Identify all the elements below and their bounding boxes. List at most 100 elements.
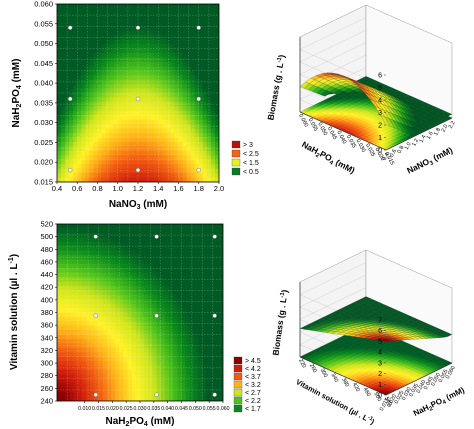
heatmap-cell [86, 378, 91, 384]
heatmap-cell [193, 316, 199, 322]
heatmap-cell [166, 4, 171, 9]
heatmap-cell [106, 347, 112, 353]
heatmap-cell [101, 93, 106, 98]
heatmap-cell [69, 75, 74, 81]
heatmap-cell [189, 299, 195, 305]
heatmap-cell [105, 52, 111, 58]
heatmap-cell [61, 75, 66, 81]
heatmap-cell [105, 8, 111, 14]
heatmap-cell [138, 141, 143, 147]
heatmap-cell [177, 308, 182, 313]
heatmap-cell [97, 115, 102, 121]
heatmap-cell [173, 387, 178, 393]
y-tick-label: 320 [40, 346, 53, 355]
heatmap-cell [113, 61, 119, 67]
heatmap-cell [110, 285, 116, 291]
heatmap-cell [206, 141, 212, 147]
heatmap-cell [90, 308, 95, 313]
heatmap-cell [206, 44, 212, 49]
heatmap-cell [210, 352, 216, 358]
heatmap-cell [131, 383, 137, 389]
heatmap-cell [169, 374, 174, 380]
heatmap-cell [210, 272, 216, 278]
heatmap-cell [86, 285, 91, 291]
heatmap-cell [138, 79, 143, 85]
heatmap-cell [94, 281, 99, 287]
y-tick-label: 420 [40, 283, 53, 292]
heatmap-cell [214, 93, 219, 98]
heatmap-cell [102, 277, 108, 282]
heatmap-cell [210, 110, 216, 116]
heatmap-cell [117, 155, 123, 161]
heatmap-cell [85, 75, 90, 81]
heatmap-cell [218, 246, 223, 251]
heatmap-cell [148, 370, 153, 375]
heatmap-cell [77, 177, 82, 182]
heatmap-cell [160, 383, 166, 389]
heatmap-cell [127, 370, 133, 375]
heatmap-cell [57, 35, 62, 40]
heatmap-cell [144, 285, 149, 291]
heatmap-cell [73, 378, 79, 384]
heatmap-cell [85, 84, 90, 89]
heatmap-cell [69, 141, 74, 147]
heatmap-cell [131, 303, 137, 309]
heatmap-cell [65, 52, 70, 58]
heatmap-cell [214, 285, 220, 291]
heatmap-cell [129, 133, 135, 138]
heatmap-cell [73, 299, 79, 305]
heatmap-cell [102, 272, 108, 278]
heatmap-cell [131, 281, 137, 287]
heatmap-cell [214, 246, 220, 251]
heatmap-cell [170, 164, 175, 170]
heatmap-cell [181, 290, 187, 296]
heatmap-cell [198, 330, 203, 336]
heatmap-cell [135, 325, 141, 331]
heatmap-cell [65, 44, 70, 49]
heatmap-cell [198, 387, 203, 393]
heatmap-cell [69, 361, 74, 366]
heatmap-cell [185, 325, 191, 331]
heatmap-cell [182, 146, 187, 152]
heatmap-cell [113, 66, 119, 72]
heatmap-cell [110, 294, 116, 300]
heatmap-cell [206, 88, 212, 94]
heatmap-cell [115, 334, 120, 340]
heatmap-cell [193, 285, 199, 291]
heatmap-cell [125, 12, 131, 18]
heatmap-cell [57, 365, 62, 371]
heatmap-cell [182, 119, 187, 125]
heatmap-cell [202, 48, 208, 54]
heatmap-cell [202, 316, 207, 322]
heatmap-cell [110, 352, 116, 358]
heatmap-cell [140, 290, 145, 296]
heatmap-cell [57, 254, 62, 260]
heatmap-cell [81, 21, 86, 27]
heatmap-cell [181, 325, 187, 331]
heatmap-cell [218, 237, 223, 243]
heatmap-cell [185, 285, 191, 291]
heatmap-cell [189, 237, 195, 243]
heatmap-cell [177, 361, 182, 366]
heatmap-cell [115, 232, 120, 238]
heatmap-cell [105, 21, 111, 27]
heatmap-cell [109, 52, 115, 58]
heatmap-cell [105, 48, 111, 54]
heatmap-cell [61, 173, 66, 178]
heatmap-cell [89, 133, 94, 138]
heatmap-cell [206, 48, 212, 54]
heatmap-cell [77, 115, 82, 121]
heatmap-cell [81, 52, 86, 58]
heatmap-cell [138, 93, 143, 98]
heatmap-cell [206, 250, 211, 256]
heatmap-cell [105, 106, 111, 112]
heatmap-cell [125, 159, 131, 165]
heatmap-cell [121, 4, 127, 9]
heatmap-cell [152, 383, 157, 389]
heatmap-cell [160, 290, 166, 296]
heatmap-cell [169, 370, 174, 375]
heatmap-cell [162, 88, 167, 94]
heatmap-cell [189, 396, 195, 401]
heatmap-cell [198, 70, 204, 76]
heatmap-cell [194, 137, 200, 143]
